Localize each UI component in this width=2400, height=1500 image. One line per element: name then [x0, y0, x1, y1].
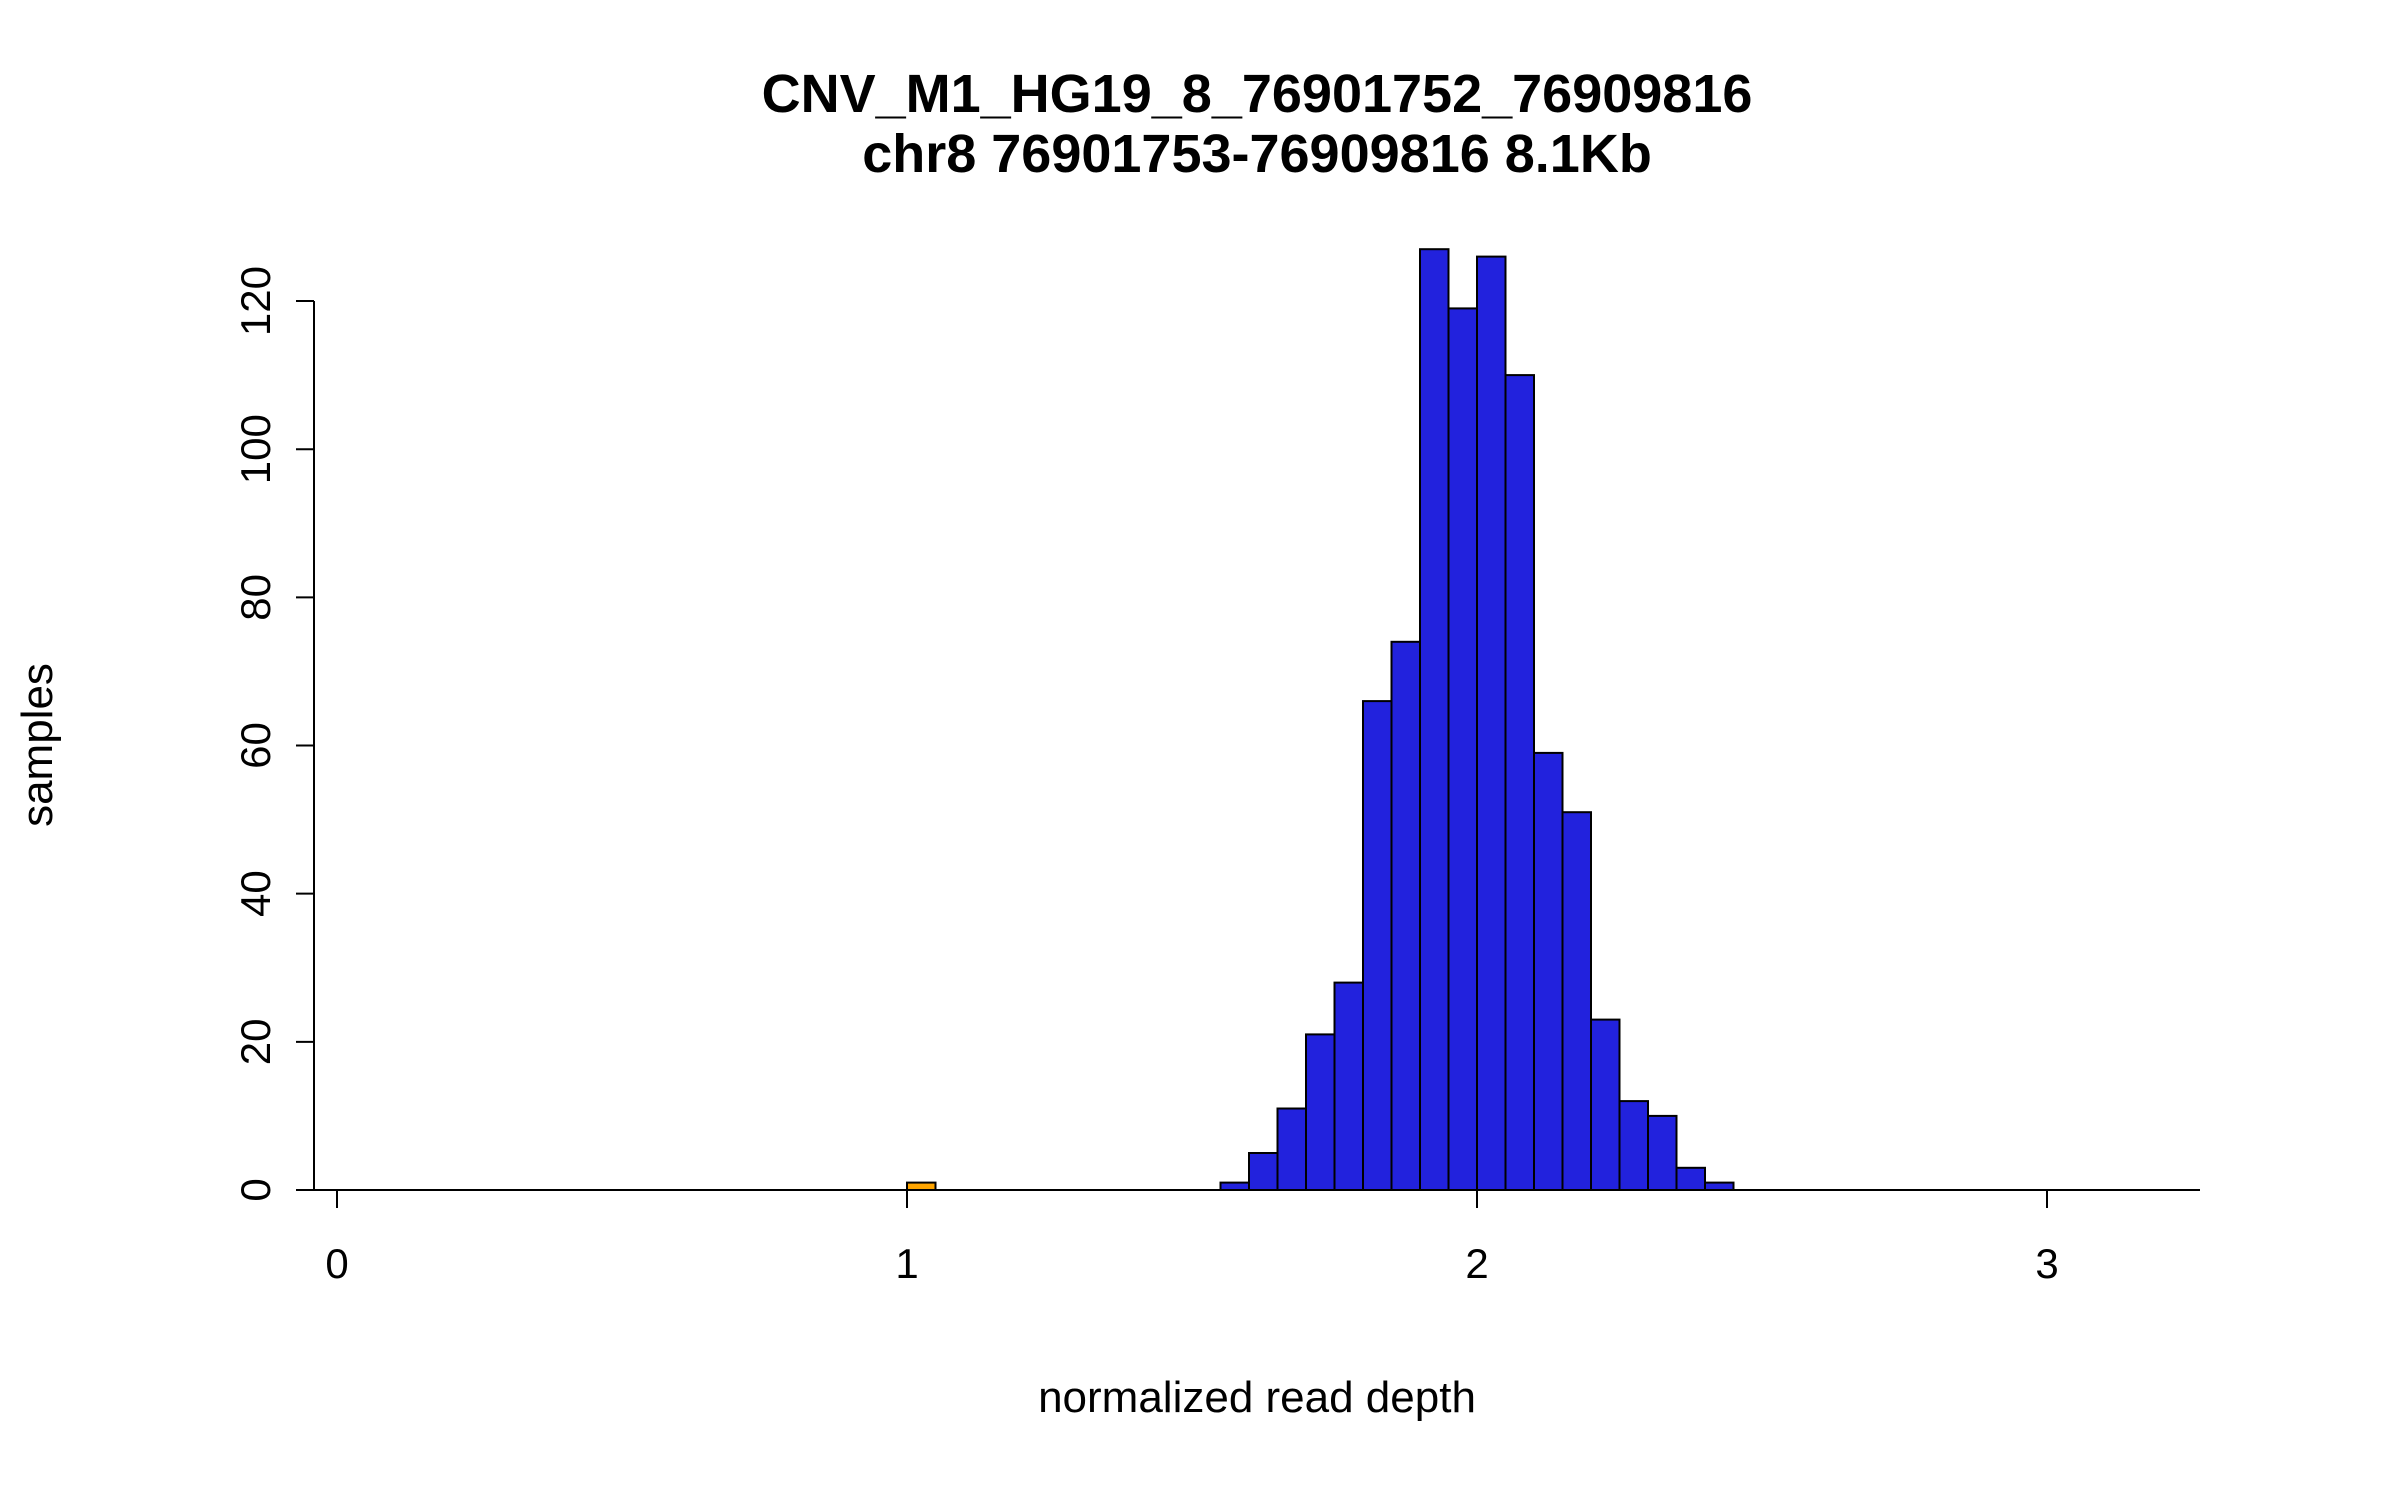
- histogram-bar-normal-copy-number: [1390, 640, 1421, 1191]
- histogram-bar-normal-copy-number: [1305, 1033, 1336, 1192]
- y-tick-label: 20: [232, 1018, 279, 1065]
- histogram-bar-normal-copy-number: [1704, 1181, 1735, 1191]
- x-tick-label: 2: [1465, 1240, 1488, 1287]
- histogram-bar-normal-copy-number: [1561, 811, 1592, 1191]
- y-axis-label: samples: [13, 663, 62, 827]
- chart-title: CNV_M1_HG19_8_76901752_76909816: [762, 64, 1753, 124]
- x-tick-label: 1: [895, 1240, 918, 1287]
- histogram-bar-normal-copy-number: [1419, 248, 1450, 1191]
- x-axis: 0 1 2 3: [314, 1189, 2200, 1287]
- bars-group: [906, 248, 1735, 1192]
- y-axis: 0 20 40 60 80 100 120: [232, 266, 315, 1202]
- y-tick-label: 120: [232, 266, 279, 336]
- histogram-bar-normal-copy-number: [1504, 374, 1535, 1192]
- y-tick-label: 0: [232, 1178, 279, 1201]
- histogram-bar-normal-copy-number: [1647, 1114, 1678, 1192]
- histogram-bar-deletion-outlier: [906, 1181, 937, 1191]
- y-tick-label: 100: [232, 414, 279, 484]
- histogram-bar-normal-copy-number: [1675, 1166, 1706, 1192]
- histogram-bar-normal-copy-number: [1333, 981, 1364, 1191]
- histogram-bar-normal-copy-number: [1362, 700, 1393, 1191]
- histogram-bar-normal-copy-number: [1533, 751, 1564, 1192]
- histogram-bar-normal-copy-number: [1219, 1181, 1250, 1191]
- histogram-bar-normal-copy-number: [1590, 1018, 1621, 1191]
- histogram-bar-normal-copy-number: [1447, 307, 1478, 1191]
- histogram-bar-normal-copy-number: [1248, 1152, 1279, 1191]
- chart-subtitle: chr8 76901753-76909816 8.1Kb: [862, 124, 1652, 184]
- x-axis-label: normalized read depth: [1038, 1373, 1476, 1422]
- histogram-bar-normal-copy-number: [1276, 1107, 1307, 1191]
- x-tick-label: 3: [2035, 1240, 2058, 1287]
- histogram-bar-normal-copy-number: [1476, 255, 1507, 1192]
- x-tick-label: 0: [325, 1240, 348, 1287]
- y-tick-label: 60: [232, 722, 279, 769]
- histogram-bar-normal-copy-number: [1618, 1100, 1649, 1191]
- y-tick-label: 80: [232, 574, 279, 621]
- y-tick-label: 40: [232, 870, 279, 917]
